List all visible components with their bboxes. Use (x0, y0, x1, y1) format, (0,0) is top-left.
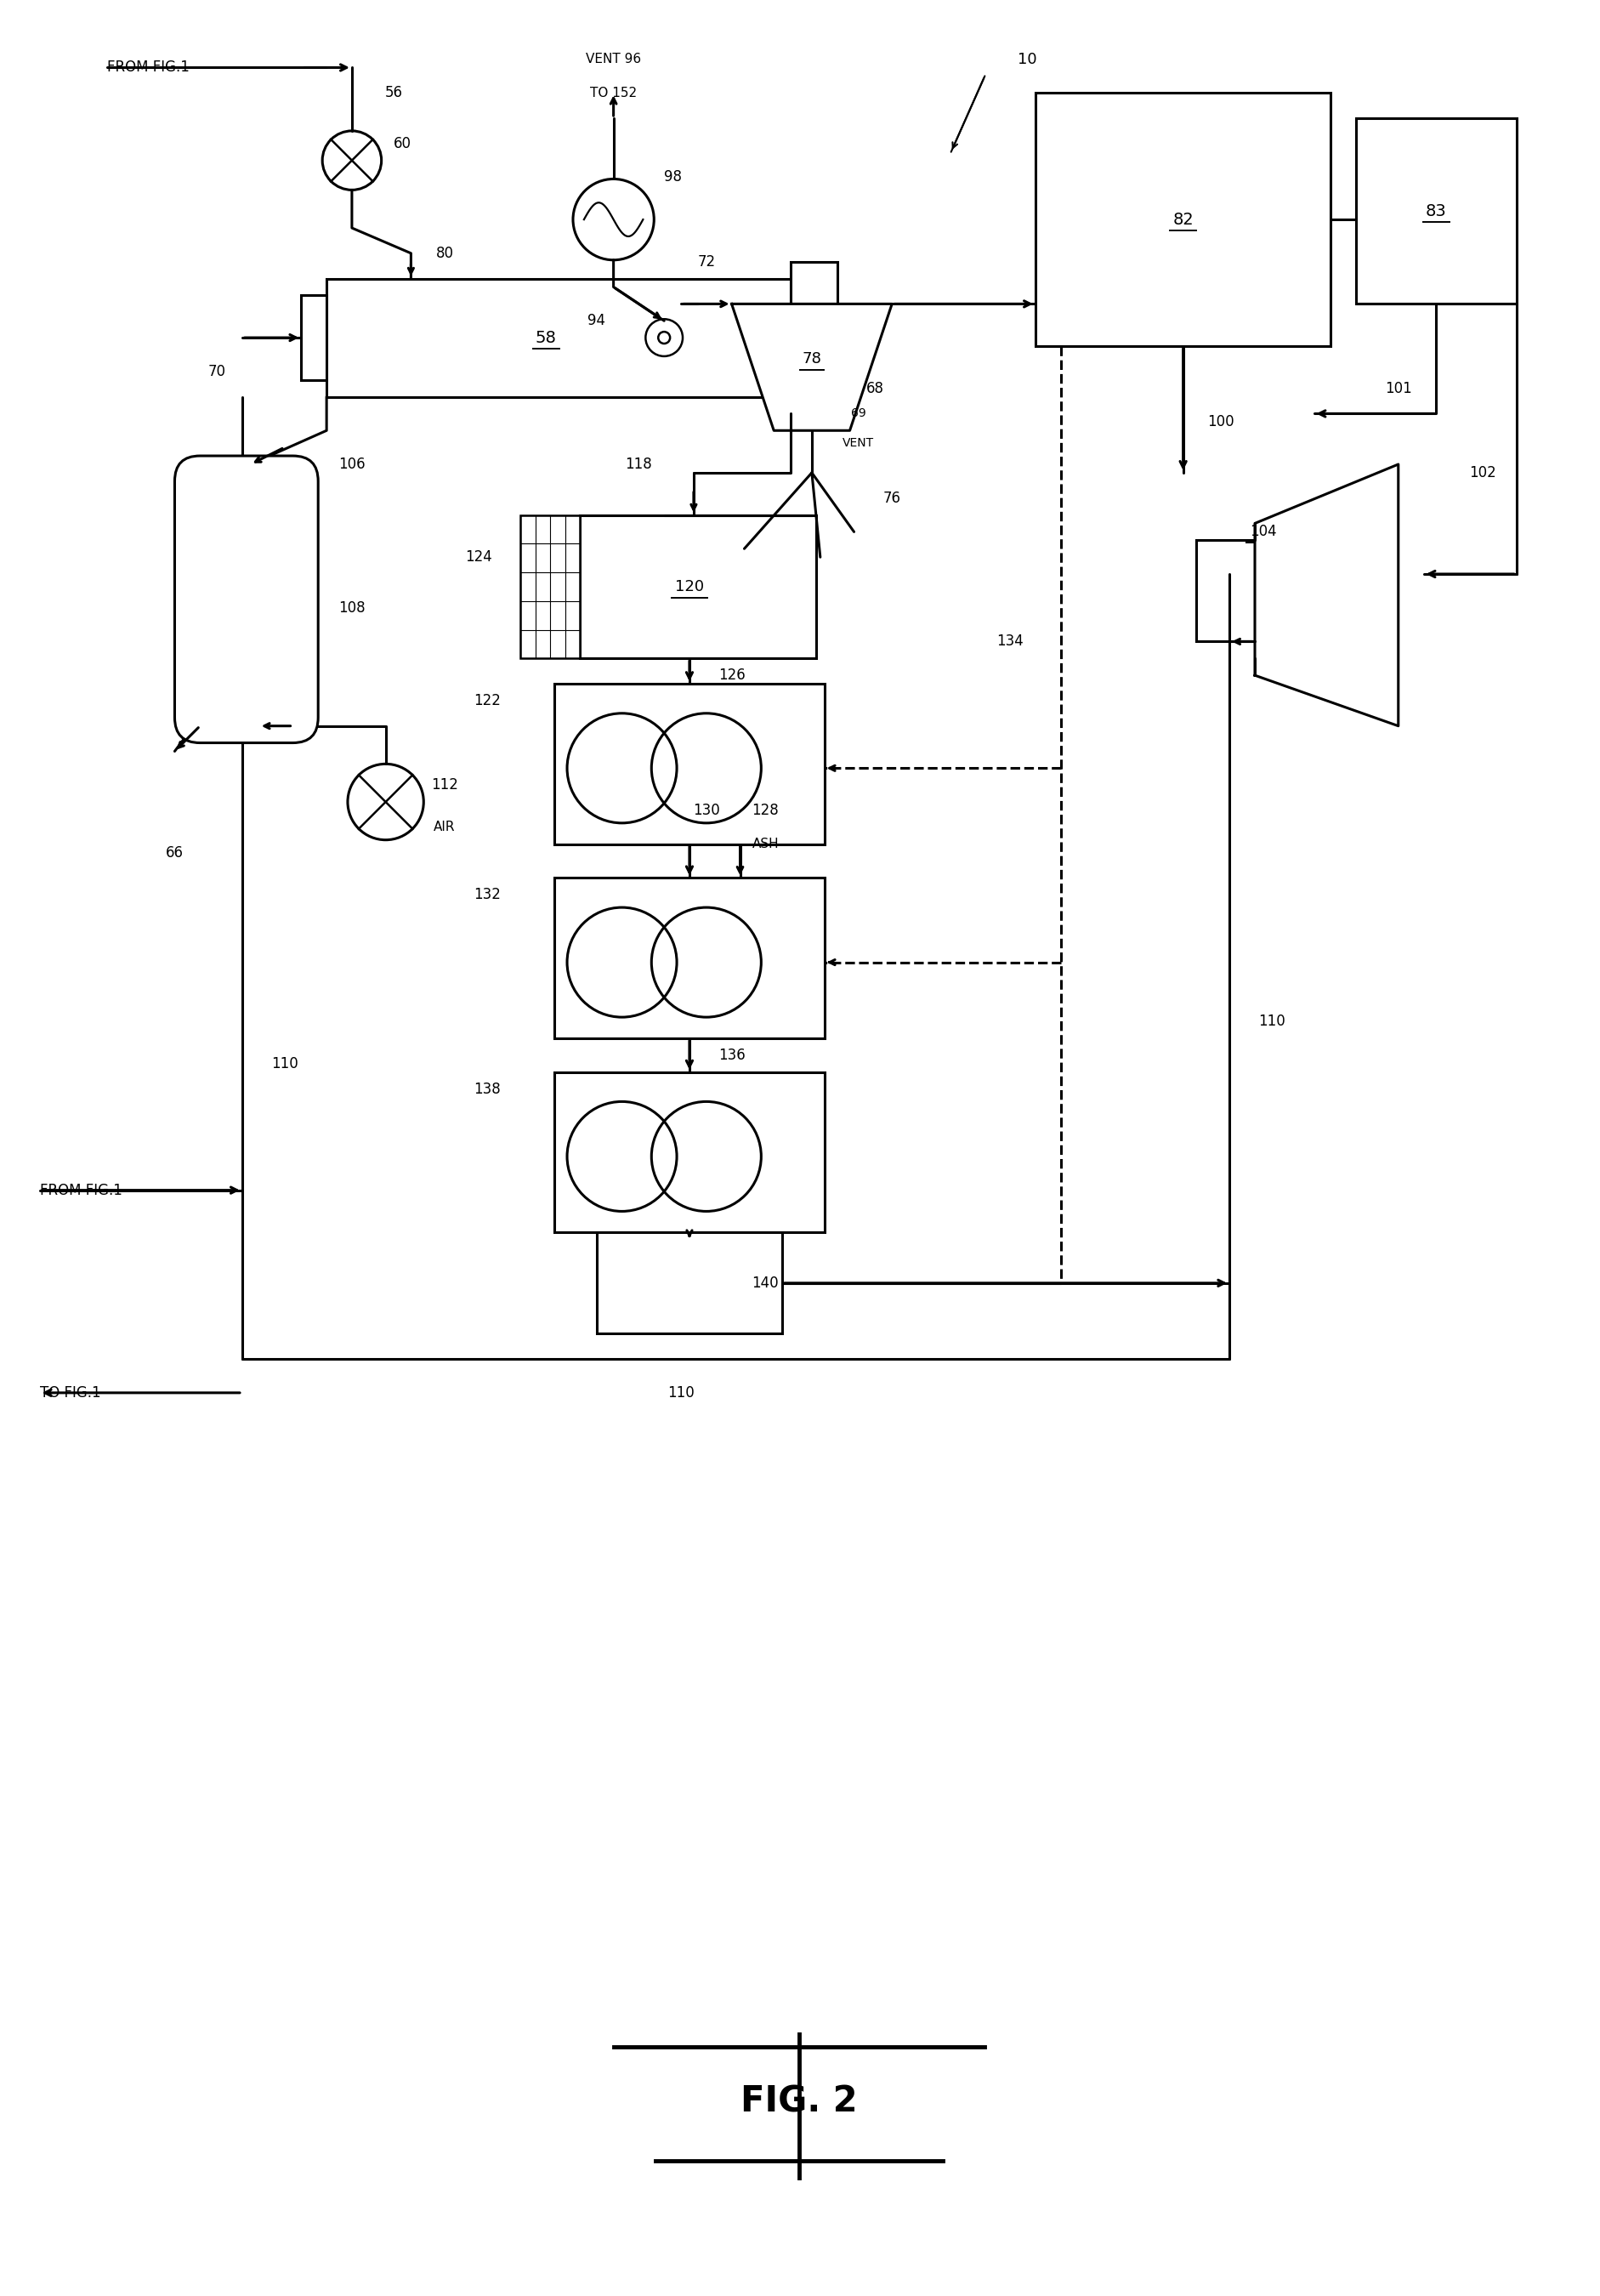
Text: 94: 94 (587, 312, 605, 328)
Text: 138: 138 (474, 1081, 501, 1097)
Text: 69: 69 (851, 409, 866, 420)
Text: 66: 66 (166, 845, 184, 861)
Text: 58: 58 (536, 331, 557, 347)
Text: 134: 134 (997, 634, 1024, 650)
Text: 78: 78 (802, 351, 821, 367)
Text: 82: 82 (1173, 211, 1194, 227)
Polygon shape (1254, 464, 1398, 726)
Text: 83: 83 (1426, 202, 1446, 218)
Text: 110: 110 (270, 1056, 298, 1072)
Text: 98: 98 (664, 170, 682, 186)
Text: 56: 56 (386, 85, 403, 101)
Text: 108: 108 (339, 599, 365, 615)
Text: 136: 136 (718, 1047, 746, 1063)
Bar (597, 1233, 782, 1334)
Text: 70: 70 (208, 363, 226, 379)
Text: 76: 76 (883, 491, 901, 505)
Text: 106: 106 (339, 457, 365, 473)
Bar (1195, 540, 1254, 641)
FancyBboxPatch shape (174, 457, 318, 744)
Text: 124: 124 (466, 549, 491, 565)
Text: 132: 132 (474, 886, 501, 902)
Text: TO 152: TO 152 (590, 87, 637, 99)
Text: 118: 118 (626, 457, 653, 473)
Text: 126: 126 (718, 668, 746, 682)
Text: 110: 110 (1258, 1015, 1285, 1029)
Bar (301, 296, 326, 379)
Text: 120: 120 (675, 579, 704, 595)
Bar (1357, 117, 1517, 303)
Text: FROM FIG.1: FROM FIG.1 (40, 1182, 122, 1199)
Text: 72: 72 (698, 255, 715, 269)
Text: 104: 104 (1250, 523, 1277, 540)
Text: FROM FIG.1: FROM FIG.1 (107, 60, 189, 76)
Bar (555, 1072, 824, 1233)
Polygon shape (731, 303, 891, 432)
Text: TO FIG.1: TO FIG.1 (40, 1384, 101, 1401)
Bar (579, 514, 816, 659)
Text: 112: 112 (430, 778, 458, 792)
Text: ASH: ASH (752, 838, 779, 850)
Text: 128: 128 (752, 804, 779, 817)
Bar (790, 262, 837, 413)
Text: 110: 110 (667, 1384, 694, 1401)
Bar (555, 684, 824, 845)
Text: VENT 96: VENT 96 (586, 53, 642, 67)
Bar (555, 877, 824, 1038)
Text: 122: 122 (474, 693, 501, 707)
Text: 80: 80 (435, 246, 454, 262)
Text: VENT: VENT (843, 436, 874, 450)
Bar (326, 278, 790, 397)
Text: 130: 130 (693, 804, 720, 817)
Text: 68: 68 (866, 381, 885, 395)
Bar (520, 514, 579, 659)
Text: FIG. 2: FIG. 2 (741, 2085, 858, 2119)
Text: AIR: AIR (434, 822, 456, 833)
Text: 60: 60 (394, 135, 411, 152)
Text: 10: 10 (1018, 51, 1037, 67)
Text: 100: 100 (1208, 413, 1235, 429)
Bar (1035, 92, 1331, 347)
Text: 102: 102 (1469, 466, 1496, 480)
Text: 140: 140 (752, 1274, 779, 1290)
Text: 101: 101 (1386, 381, 1411, 395)
